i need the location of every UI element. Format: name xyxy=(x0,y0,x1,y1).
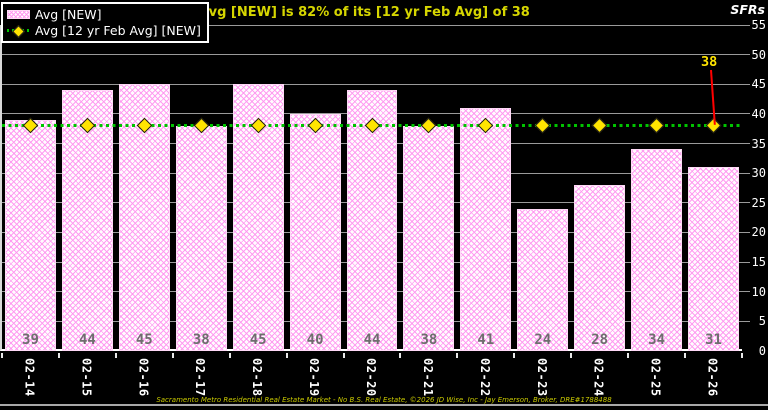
y-axis-tick-label: 45 xyxy=(751,77,766,92)
x-axis-tick xyxy=(570,353,573,358)
x-axis-tick-label: 02-25 xyxy=(648,358,663,397)
y-axis-unit-label: SFRs xyxy=(730,2,765,17)
x-axis-tick-label: 02-14 xyxy=(22,358,37,397)
y-axis-tick-label: 20 xyxy=(751,225,766,240)
x-axis-tick xyxy=(1,353,3,358)
x-axis-tick-label: 02-19 xyxy=(307,358,322,397)
legend-item: Avg [12 yr Feb Avg] [NEW] xyxy=(7,22,201,38)
legend-item-label: Avg [12 yr Feb Avg] [NEW] xyxy=(35,22,201,38)
figure-bottom-edge xyxy=(0,404,768,406)
legend-item-label: Avg [NEW] xyxy=(35,6,102,22)
y-axis-tick-label: 30 xyxy=(751,166,766,181)
annotation-value-label: 38 xyxy=(701,54,718,70)
x-axis-tick xyxy=(57,353,60,358)
x-axis-tick-label: 02-22 xyxy=(477,358,492,397)
x-axis-tick-label: 02-16 xyxy=(136,358,151,397)
y-axis-tick-label: 10 xyxy=(751,284,766,299)
x-axis-tick xyxy=(342,353,345,358)
chart-title: Avg [NEW] is 82% of its [12 yr Feb Avg] … xyxy=(199,5,530,20)
x-axis-tick-label: 02-18 xyxy=(250,358,265,397)
y-axis-tick-label: 15 xyxy=(751,255,766,270)
x-axis-tick xyxy=(456,353,459,358)
x-axis-tick-label: 02-15 xyxy=(79,358,94,397)
x-axis-tick xyxy=(399,353,402,358)
y-axis-tick-label: 50 xyxy=(751,47,766,62)
x-axis-tick xyxy=(114,353,117,358)
x-axis-tick xyxy=(285,353,288,358)
avg-line-swatch-icon xyxy=(7,24,30,38)
x-axis-tick-label: 02-17 xyxy=(193,358,208,397)
x-axis-tick-label: 02-20 xyxy=(364,358,378,397)
bar-pattern-swatch-icon xyxy=(7,9,30,19)
y-axis-tick-label: 35 xyxy=(751,136,766,151)
y-axis-tick-label: 25 xyxy=(751,195,766,210)
x-axis-tick xyxy=(741,353,743,358)
y-axis-tick-label: 55 xyxy=(751,18,766,32)
x-axis-tick-label: 02-24 xyxy=(591,358,606,397)
x-axis-tick xyxy=(171,353,174,358)
x-axis-tick-label: 02-26 xyxy=(705,358,720,397)
x-axis-tick xyxy=(627,353,630,358)
x-axis-tick xyxy=(684,353,687,358)
y-axis-tick-label: 0 xyxy=(758,344,766,358)
copyright-footer: Sacramento Metro Residential Real Estate… xyxy=(156,396,612,404)
plot-area xyxy=(0,25,742,351)
x-axis-tick xyxy=(513,353,516,358)
x-axis-tick xyxy=(228,353,231,358)
y-axis-tick-label: 5 xyxy=(758,314,766,329)
x-axis-tick-label: 02-23 xyxy=(534,358,549,397)
x-axis-tick-label: 02-21 xyxy=(420,358,435,397)
legend-item: Avg [NEW] xyxy=(7,6,201,22)
y-axis-tick-label: 40 xyxy=(751,106,766,121)
legend: Avg [NEW] Avg [12 yr Feb Avg] [NEW] xyxy=(1,2,209,43)
